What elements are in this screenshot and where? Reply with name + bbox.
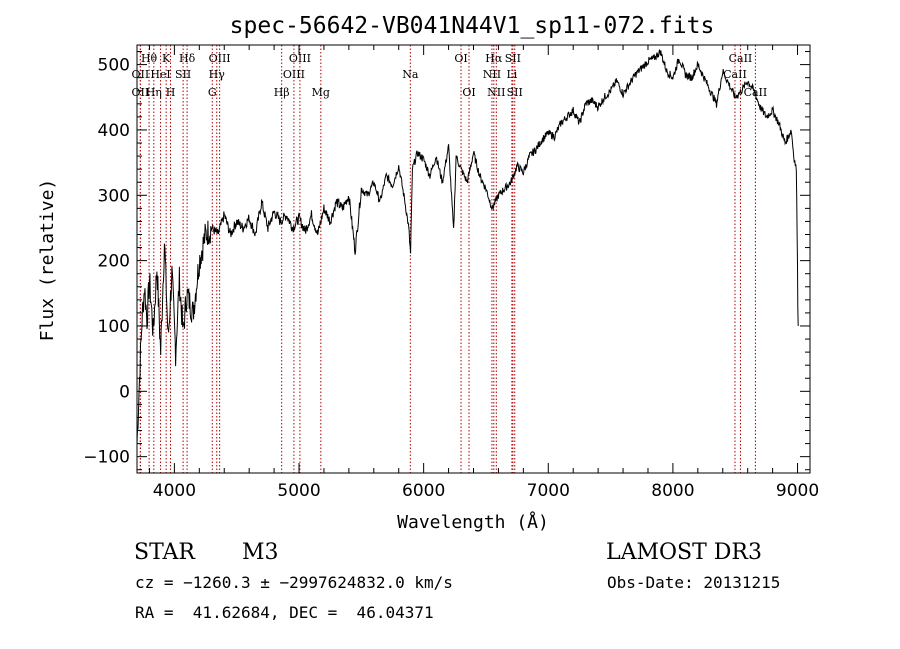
line-label-7: SII (175, 68, 191, 81)
line-label-0: Hθ (141, 52, 158, 65)
line-label-22: SII (505, 52, 521, 65)
spectrum-line (136, 49, 799, 444)
line-label-16: Na (402, 68, 419, 81)
x-tick-label-5: 9000 (776, 481, 819, 501)
survey-name: LAMOST DR3 (606, 540, 762, 565)
line-label-24: SII (507, 86, 523, 99)
y-tick-label-3: 200 (98, 252, 130, 272)
plot-frame (136, 44, 811, 474)
line-label-13: OIII (289, 52, 311, 65)
line-label-2: OII (132, 86, 150, 99)
line-label-20: NII (483, 68, 501, 81)
line-label-12: Hβ (274, 86, 290, 99)
line-label-25: CaII (729, 52, 753, 65)
line-label-10: Hγ (209, 68, 226, 81)
line-label-4: K (162, 52, 171, 65)
line-label-18: OI (462, 86, 475, 99)
y-axis-label: Flux (relative) (37, 179, 58, 342)
line-label-26: CaII (723, 68, 747, 81)
line-label-11: G (208, 86, 217, 99)
x-tick-label-1: 5000 (277, 481, 320, 501)
redshift-line: cz = −1260.3 ± −2997624832.0 km/s (135, 573, 453, 592)
line-label-9: OIII (209, 52, 231, 65)
y-tick-label-2: 100 (98, 317, 130, 337)
x-tick-label-3: 7000 (527, 481, 570, 501)
line-label-14: OIII (283, 68, 305, 81)
line-label-6: H (166, 86, 176, 99)
coordinates: RA = 41.62684, DEC = 46.04371 (135, 603, 434, 622)
x-axis-label: Wavelength (Å) (397, 511, 549, 533)
line-label-15: Mg (312, 86, 330, 99)
line-label-21: NII (487, 86, 505, 99)
x-tick-label-4: 8000 (651, 481, 694, 501)
object-class: STAR (134, 540, 195, 565)
y-tick-label-5: 400 (98, 121, 130, 141)
y-axis: −100 0 100 200 300 400 500 (83, 51, 810, 471)
object-subclass: M3 (242, 540, 279, 565)
line-label-5: HeI (150, 68, 170, 81)
line-label-19: Hα (485, 52, 503, 65)
line-label-8: Hδ (179, 52, 196, 65)
y-tick-label-4: 300 (98, 186, 130, 206)
line-label-17: OI (454, 52, 467, 65)
line-label-1: OII (132, 68, 150, 81)
y-tick-label-0: −100 (83, 448, 130, 468)
obs-date: Obs-Date: 20131215 (607, 573, 781, 592)
line-label-23: Li (506, 68, 517, 81)
line-label-3: Hη (146, 86, 162, 99)
y-tick-label-6: 500 (98, 56, 130, 76)
chart-title: spec-56642-VB041N44V1_sp11-072.fits (230, 13, 715, 39)
x-tick-label-0: 4000 (153, 481, 196, 501)
x-tick-label-2: 6000 (402, 481, 445, 501)
x-axis: 4000 5000 6000 7000 8000 9000 (148, 45, 819, 501)
y-tick-label-1: 0 (119, 382, 130, 402)
emission-line-markers (139, 45, 756, 473)
